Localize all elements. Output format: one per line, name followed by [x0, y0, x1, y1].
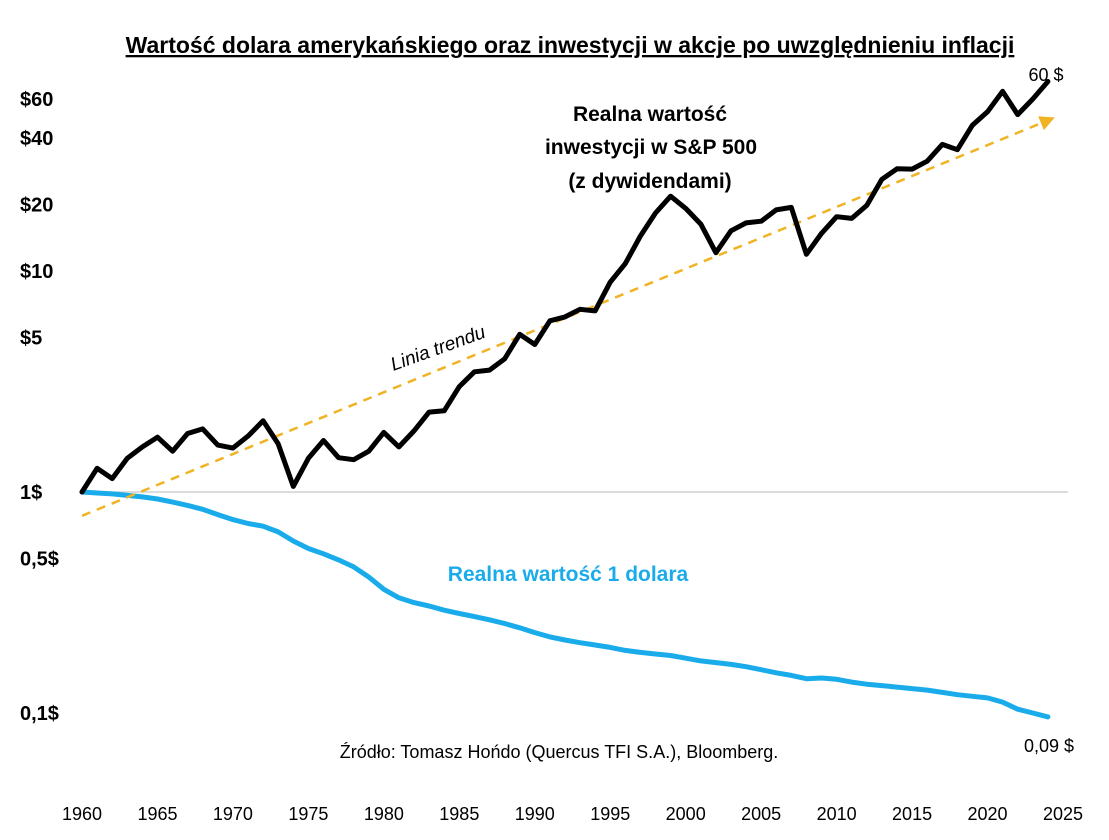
x-tick-label: 2005	[741, 804, 781, 824]
y-tick-label: 0,5$	[20, 549, 59, 571]
y-tick-label: $10	[20, 261, 53, 283]
y-tick-label: $5	[20, 328, 42, 350]
x-tick-label: 1985	[439, 804, 479, 824]
x-tick-label: 1975	[288, 804, 328, 824]
x-tick-label: 1960	[62, 804, 102, 824]
sp500-label-line-3: (z dywidendami)	[568, 170, 731, 193]
x-tick-label: 1980	[364, 804, 404, 824]
x-tick-label: 2010	[817, 804, 857, 824]
x-tick-label: 1970	[213, 804, 253, 824]
x-tick-label: 1990	[515, 804, 555, 824]
x-axis-ticks: 1960 1965 1970 1975 1980 1985 1990 1995 2000 2005…	[62, 804, 1083, 824]
trend-line-label: Linia trendu	[388, 322, 489, 376]
dollar-real-value-line	[79, 489, 1051, 720]
y-tick-label: 0,1$	[20, 703, 59, 725]
y-tick-label: $60	[20, 89, 53, 111]
sp500-end-label: 60 $	[1028, 65, 1063, 85]
sp500-label-line-1: Realna wartość	[573, 103, 727, 126]
chart-title: Wartość dolara amerykańskiego oraz inwes…	[126, 32, 1015, 58]
source-note: Źródło: Tomasz Hońdo (Quercus TFI S.A.),…	[340, 742, 779, 762]
x-tick-label: 1965	[137, 804, 177, 824]
y-tick-label: $20	[20, 194, 53, 216]
series-layer	[79, 79, 1055, 720]
trend-line	[81, 116, 1055, 517]
x-tick-label: 2015	[892, 804, 932, 824]
y-axis-ticks: $60 $40 $20 $10 $5 1$ 0,5$ 0,1$	[20, 89, 59, 725]
x-tick-label: 2020	[968, 804, 1008, 824]
x-tick-label: 2000	[666, 804, 706, 824]
sp500-real-value-line	[79, 79, 1051, 495]
y-tick-label: $40	[20, 128, 53, 150]
y-tick-label: 1$	[20, 482, 42, 504]
x-tick-label: 1995	[590, 804, 630, 824]
sp500-label-line-2: inwestycji w S&P 500	[545, 136, 757, 159]
dollar-series-label: Realna wartość 1 dolara	[448, 563, 689, 586]
dollar-end-label: 0,09 $	[1024, 736, 1074, 756]
x-tick-label: 2025	[1043, 804, 1083, 824]
